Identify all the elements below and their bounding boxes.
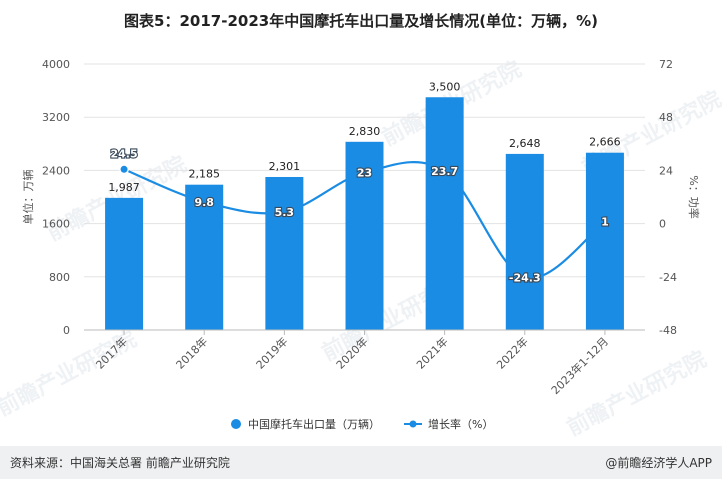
bar-value-label: 2,648 (509, 137, 541, 150)
credit-text: @前瞻经济学人APP (605, 456, 712, 470)
bar-value-label: 2,185 (188, 168, 220, 181)
bar (585, 152, 624, 330)
footer: 资料来源：中国海关总署 前瞻产业研究院 @前瞻经济学人APP (0, 446, 722, 479)
x-tick-label: 2021年 (413, 334, 450, 371)
y-right-tick-label: 48 (659, 111, 673, 124)
y-left-tick-label: 4000 (42, 58, 70, 71)
legend-line-dot (409, 420, 417, 428)
bar (185, 184, 224, 330)
x-tick-label: 2023年1-12月 (548, 334, 611, 397)
y-right-axis-title: %：功率 (687, 175, 701, 218)
growth-rate-label: 5.3 (275, 206, 295, 219)
bar (265, 176, 304, 330)
bar-value-label: 1,987 (108, 181, 140, 194)
y-right-tick-label: 24 (659, 164, 673, 177)
chart-canvas: 前瞻产业研究院前瞻产业研究院前瞻产业研究院前瞻产业研究院前瞻产业研究院前瞻产业研… (0, 56, 722, 441)
x-tick-label: 2018年 (173, 334, 210, 371)
bar-value-label: 2,830 (349, 125, 381, 138)
bar-series: 1,987 2,185 2,301 2,830 3,500 2,648 2,666 (105, 80, 624, 330)
source-text: 资料来源：中国海关总署 前瞻产业研究院 (10, 456, 230, 470)
bar (425, 97, 464, 330)
y-left-tick-label: 800 (49, 271, 70, 284)
y-left-tick-label: 2400 (42, 164, 70, 177)
bar (105, 197, 144, 330)
growth-rate-label: 24.5 (111, 147, 138, 160)
growth-rate-point (119, 164, 129, 175)
bar-value-label: 2,666 (589, 136, 621, 149)
bar-value-label: 2,301 (269, 160, 301, 173)
legend-bar-label: 中国摩托车出口量（万辆） (248, 417, 380, 431)
y-left-tick-label: 0 (63, 324, 70, 337)
y-right-tick-label: 72 (659, 58, 673, 71)
y-left-tick-label: 1600 (42, 218, 70, 231)
bar (505, 153, 544, 330)
x-tick-label: 2019年 (253, 334, 290, 371)
y-left-tick-label: 3200 (42, 111, 70, 124)
growth-rate-label: 9.8 (194, 196, 214, 209)
growth-rate-label: 1 (601, 215, 609, 228)
bar-value-label: 3,500 (429, 80, 461, 93)
legend-line-label: 增长率（%） (428, 417, 493, 431)
x-tick-label: 2022年 (493, 334, 530, 371)
line-series: 24.5 9.8 5.3 23 23.7 -24.3 1 (109, 146, 609, 285)
chart-title: 图表5：2017-2023年中国摩托车出口量及增长情况(单位：万辆，%) (124, 12, 598, 30)
growth-rate-label: 23.7 (431, 165, 458, 178)
y-right-tick-label: -48 (659, 324, 677, 337)
y-left-axis-title: 单位：万辆 (21, 170, 35, 225)
y-right-tick-label: -24 (659, 271, 677, 284)
legend-bar-swatch (231, 419, 241, 429)
legend: 中国摩托车出口量（万辆） 增长率（%） (231, 417, 493, 431)
growth-rate-label: -24.3 (509, 271, 541, 284)
growth-rate-line (123, 161, 606, 280)
y-right-tick-label: 0 (659, 218, 666, 231)
growth-rate-label: 23 (357, 167, 372, 180)
